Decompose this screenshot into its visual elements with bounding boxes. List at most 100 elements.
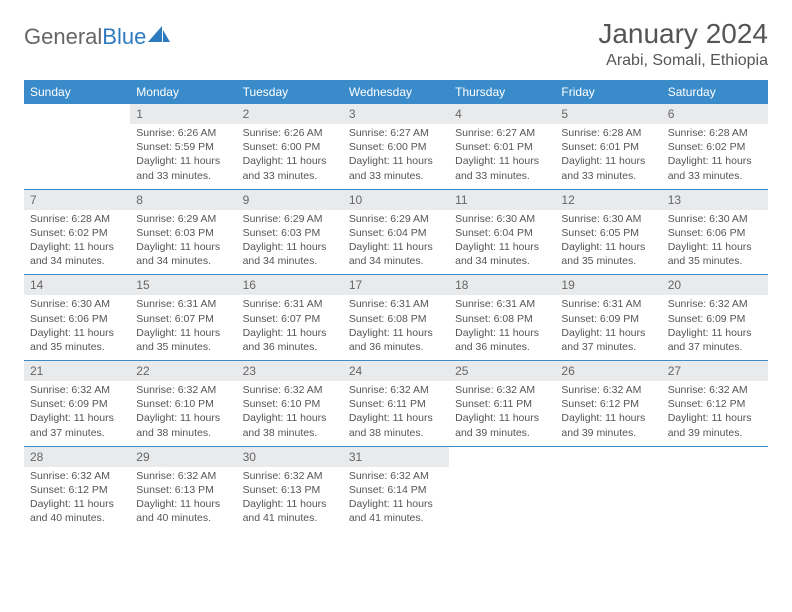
info-row: Sunrise: 6:28 AMSunset: 6:02 PMDaylight:… — [24, 210, 768, 275]
day-cell: Sunrise: 6:31 AMSunset: 6:08 PMDaylight:… — [343, 295, 449, 360]
sunrise: Sunrise: 6:31 AM — [455, 297, 549, 311]
sunset: Sunset: 6:03 PM — [243, 226, 337, 240]
day-number: 31 — [343, 447, 449, 467]
sunrise: Sunrise: 6:27 AM — [455, 126, 549, 140]
day-number: 5 — [555, 104, 661, 124]
daylight: Daylight: 11 hours and 34 minutes. — [30, 240, 124, 268]
sail-icon — [148, 24, 170, 50]
sunset: Sunset: 6:12 PM — [668, 397, 762, 411]
day-cell: Sunrise: 6:30 AMSunset: 6:06 PMDaylight:… — [662, 210, 768, 275]
day-number: 8 — [130, 190, 236, 210]
day-number: 2 — [237, 104, 343, 124]
day-cell: Sunrise: 6:26 AMSunset: 5:59 PMDaylight:… — [130, 124, 236, 189]
day-cell: Sunrise: 6:32 AMSunset: 6:11 PMDaylight:… — [449, 381, 555, 446]
day-cell: Sunrise: 6:31 AMSunset: 6:08 PMDaylight:… — [449, 295, 555, 360]
day-number: 24 — [343, 361, 449, 381]
daylight: Daylight: 11 hours and 39 minutes. — [561, 411, 655, 439]
sunset: Sunset: 6:09 PM — [668, 312, 762, 326]
daylight: Daylight: 11 hours and 37 minutes. — [30, 411, 124, 439]
day-cell: Sunrise: 6:32 AMSunset: 6:12 PMDaylight:… — [555, 381, 661, 446]
day-number: 4 — [449, 104, 555, 124]
day-number: 10 — [343, 190, 449, 210]
sunrise: Sunrise: 6:29 AM — [349, 212, 443, 226]
day-number: 3 — [343, 104, 449, 124]
sunrise: Sunrise: 6:32 AM — [30, 383, 124, 397]
brand-part2: Blue — [102, 24, 146, 50]
day-cell: Sunrise: 6:31 AMSunset: 6:07 PMDaylight:… — [130, 295, 236, 360]
daylight: Daylight: 11 hours and 33 minutes. — [668, 154, 762, 182]
sunset: Sunset: 6:01 PM — [455, 140, 549, 154]
location: Arabi, Somali, Ethiopia — [598, 52, 768, 70]
day-number: 21 — [24, 361, 130, 381]
day-cell: Sunrise: 6:27 AMSunset: 6:01 PMDaylight:… — [449, 124, 555, 189]
day-number — [24, 104, 130, 124]
header: GeneralBlue January 2024 Arabi, Somali, … — [24, 18, 768, 70]
day-cell: Sunrise: 6:32 AMSunset: 6:11 PMDaylight:… — [343, 381, 449, 446]
day-cell: Sunrise: 6:26 AMSunset: 6:00 PMDaylight:… — [237, 124, 343, 189]
daynum-row: 28293031 — [24, 447, 768, 467]
day-number: 19 — [555, 275, 661, 295]
daynum-row: 123456 — [24, 104, 768, 124]
day-number: 25 — [449, 361, 555, 381]
info-row: Sunrise: 6:32 AMSunset: 6:12 PMDaylight:… — [24, 467, 768, 532]
day-number — [662, 447, 768, 467]
day-cell: Sunrise: 6:32 AMSunset: 6:14 PMDaylight:… — [343, 467, 449, 532]
day-number: 18 — [449, 275, 555, 295]
day-number: 29 — [130, 447, 236, 467]
sunrise: Sunrise: 6:31 AM — [561, 297, 655, 311]
day-number: 17 — [343, 275, 449, 295]
title-block: January 2024 Arabi, Somali, Ethiopia — [598, 18, 768, 70]
dow-cell: Saturday — [662, 80, 768, 104]
info-row: Sunrise: 6:32 AMSunset: 6:09 PMDaylight:… — [24, 381, 768, 446]
sunrise: Sunrise: 6:32 AM — [349, 469, 443, 483]
day-cell: Sunrise: 6:29 AMSunset: 6:03 PMDaylight:… — [130, 210, 236, 275]
daylight: Daylight: 11 hours and 40 minutes. — [136, 497, 230, 525]
brand-part1: General — [24, 24, 102, 50]
sunset: Sunset: 6:06 PM — [30, 312, 124, 326]
sunset: Sunset: 6:08 PM — [455, 312, 549, 326]
daylight: Daylight: 11 hours and 33 minutes. — [136, 154, 230, 182]
day-cell: Sunrise: 6:29 AMSunset: 6:04 PMDaylight:… — [343, 210, 449, 275]
day-number — [555, 447, 661, 467]
day-number: 6 — [662, 104, 768, 124]
day-number — [449, 447, 555, 467]
daylight: Daylight: 11 hours and 35 minutes. — [136, 326, 230, 354]
dow-cell: Friday — [555, 80, 661, 104]
sunset: Sunset: 6:11 PM — [455, 397, 549, 411]
sunset: Sunset: 6:06 PM — [668, 226, 762, 240]
sunrise: Sunrise: 6:29 AM — [136, 212, 230, 226]
daylight: Daylight: 11 hours and 38 minutes. — [243, 411, 337, 439]
sunrise: Sunrise: 6:30 AM — [668, 212, 762, 226]
sunrise: Sunrise: 6:32 AM — [243, 469, 337, 483]
sunrise: Sunrise: 6:28 AM — [30, 212, 124, 226]
daylight: Daylight: 11 hours and 36 minutes. — [243, 326, 337, 354]
day-cell: Sunrise: 6:28 AMSunset: 6:02 PMDaylight:… — [24, 210, 130, 275]
daynum-row: 21222324252627 — [24, 361, 768, 381]
sunrise: Sunrise: 6:32 AM — [136, 383, 230, 397]
daylight: Daylight: 11 hours and 34 minutes. — [136, 240, 230, 268]
sunrise: Sunrise: 6:32 AM — [136, 469, 230, 483]
daylight: Daylight: 11 hours and 37 minutes. — [561, 326, 655, 354]
dow-cell: Monday — [130, 80, 236, 104]
daylight: Daylight: 11 hours and 38 minutes. — [349, 411, 443, 439]
day-number: 16 — [237, 275, 343, 295]
sunset: Sunset: 6:04 PM — [455, 226, 549, 240]
day-cell: Sunrise: 6:32 AMSunset: 6:10 PMDaylight:… — [130, 381, 236, 446]
day-number: 22 — [130, 361, 236, 381]
info-row: Sunrise: 6:26 AMSunset: 5:59 PMDaylight:… — [24, 124, 768, 189]
day-number: 11 — [449, 190, 555, 210]
day-cell: Sunrise: 6:29 AMSunset: 6:03 PMDaylight:… — [237, 210, 343, 275]
sunset: Sunset: 6:10 PM — [243, 397, 337, 411]
day-number: 12 — [555, 190, 661, 210]
sunset: Sunset: 6:00 PM — [349, 140, 443, 154]
daylight: Daylight: 11 hours and 33 minutes. — [455, 154, 549, 182]
daylight: Daylight: 11 hours and 36 minutes. — [349, 326, 443, 354]
dow-row: SundayMondayTuesdayWednesdayThursdayFrid… — [24, 80, 768, 104]
sunrise: Sunrise: 6:28 AM — [668, 126, 762, 140]
day-cell: Sunrise: 6:32 AMSunset: 6:09 PMDaylight:… — [662, 295, 768, 360]
sunset: Sunset: 6:03 PM — [136, 226, 230, 240]
day-number: 27 — [662, 361, 768, 381]
sunrise: Sunrise: 6:27 AM — [349, 126, 443, 140]
sunrise: Sunrise: 6:32 AM — [455, 383, 549, 397]
daylight: Daylight: 11 hours and 36 minutes. — [455, 326, 549, 354]
